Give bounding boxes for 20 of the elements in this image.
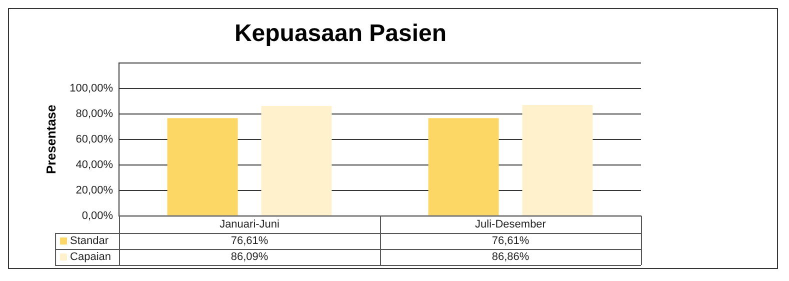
chart-title: Kepuasaan Pasien: [234, 20, 447, 48]
x-tick-label: Juli-Desember: [475, 218, 546, 230]
bar: [428, 118, 499, 216]
y-tick-label: 0,00%: [82, 210, 114, 222]
data-label: 76,61%: [230, 235, 268, 248]
legend-label: Standar: [70, 235, 109, 248]
bar: [167, 118, 238, 216]
x-tick-label: Januari-Juni: [220, 218, 280, 230]
y-tick-label: 60,00%: [76, 133, 114, 146]
y-tick-label: 40,00%: [76, 158, 114, 171]
y-tick-label: 100,00%: [70, 82, 114, 94]
legend-label: Capaian: [70, 251, 112, 264]
data-label: 86,09%: [230, 251, 268, 264]
bar: [522, 105, 593, 216]
bar: [261, 106, 332, 216]
y-tick-label: 20,00%: [76, 184, 114, 196]
data-label: 76,61%: [492, 235, 530, 248]
y-tick-label: 80,00%: [76, 108, 114, 120]
y-axis-title: Presentase: [43, 104, 58, 174]
data-label: 86,86%: [492, 251, 530, 264]
